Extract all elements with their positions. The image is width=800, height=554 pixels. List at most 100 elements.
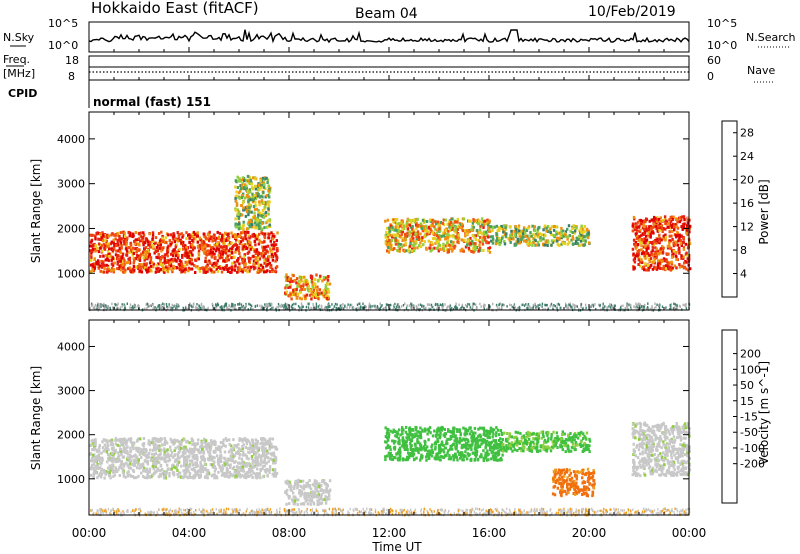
heatmap-cell: [132, 447, 135, 451]
heatmap-cell: [92, 466, 95, 470]
heatmap-cell: [631, 224, 634, 228]
heatmap-cell: [462, 217, 465, 221]
heatmap-cell: [128, 246, 131, 250]
heatmap-cell: [631, 222, 635, 226]
heatmap-cell: [113, 244, 116, 248]
ground-scatter-cell: [554, 304, 556, 308]
heatmap-cell: [514, 225, 517, 228]
heatmap-cell: [235, 238, 238, 242]
heatmap-cell: [295, 296, 298, 300]
heatmap-cell: [184, 249, 188, 253]
ground-scatter-cell: [247, 308, 249, 311]
heatmap-cell: [96, 476, 99, 480]
heatmap-cell: [483, 219, 487, 223]
heatmap-cell: [110, 240, 113, 244]
ground-scatter-cell: [115, 303, 117, 307]
ground-scatter-cell: [216, 304, 218, 307]
ground-scatter-cell: [398, 305, 400, 309]
heatmap-cell: [215, 261, 219, 265]
heatmap-cell: [126, 452, 130, 456]
ground-scatter-cell: [439, 303, 442, 306]
heatmap-cell: [180, 241, 183, 245]
heatmap-cell: [156, 249, 159, 253]
heatmap-cell: [410, 249, 414, 253]
heatmap-cell: [107, 255, 111, 258]
heatmap-cell: [208, 234, 211, 238]
heatmap-cell: [260, 454, 264, 458]
heatmap-cell: [286, 284, 289, 287]
heatmap-cell: [412, 240, 416, 244]
heatmap-cell: [122, 474, 126, 478]
heatmap-cell: [238, 242, 242, 246]
power-colorbar-tick-label: 28: [740, 127, 754, 140]
y-tick-label: 4000: [57, 133, 85, 146]
heatmap-cell: [271, 452, 274, 455]
heatmap-cell: [243, 258, 246, 262]
ground-scatter-cell: [119, 307, 121, 311]
heatmap-cell: [638, 248, 641, 252]
heatmap-cell: [676, 220, 679, 224]
heatmap-cell: [206, 469, 210, 473]
heatmap-cell: [237, 235, 241, 238]
heatmap-cell: [210, 248, 213, 251]
ground-scatter-cell: [232, 304, 234, 307]
heatmap-cell: [204, 445, 207, 448]
heatmap-cell: [263, 240, 266, 244]
heatmap-cell: [244, 206, 248, 210]
ground-scatter-cell: [133, 304, 135, 308]
heatmap-cell: [114, 237, 117, 241]
ground-scatter-cell: [651, 307, 653, 310]
heatmap-cell: [222, 241, 225, 245]
heatmap-cell: [247, 230, 250, 234]
heatmap-cell: [419, 222, 423, 226]
heatmap-cell: [210, 253, 213, 257]
heatmap-cell: [231, 268, 234, 271]
heatmap-cell: [238, 462, 241, 466]
ground-scatter-cell: [105, 304, 107, 307]
heatmap-cell: [119, 259, 122, 263]
heatmap-cell: [89, 244, 92, 248]
ground-scatter-cell: [171, 303, 173, 307]
heatmap-cell: [401, 239, 404, 242]
heatmap-cell: [118, 247, 121, 250]
heatmap-cell: [671, 215, 674, 219]
ground-scatter-cell: [312, 302, 314, 306]
heatmap-cell: [98, 449, 101, 453]
heatmap-cell: [654, 266, 657, 270]
heatmap-cell: [216, 259, 219, 263]
heatmap-cell: [116, 262, 119, 266]
heatmap-cell: [634, 232, 637, 236]
heatmap-cell: [313, 293, 316, 297]
heatmap-cell: [256, 467, 259, 471]
heatmap-cell: [247, 234, 250, 238]
ground-scatter-cell: [215, 303, 217, 306]
heatmap-cell: [643, 268, 646, 272]
ground-scatter-cell: [203, 306, 205, 310]
heatmap-cell: [130, 232, 133, 236]
heatmap-cell: [472, 242, 475, 246]
ground-scatter-cell: [483, 307, 485, 310]
heatmap-cell: [665, 259, 669, 263]
ground-scatter-cell: [519, 307, 521, 310]
ground-scatter-cell: [315, 302, 318, 306]
heatmap-cell: [263, 259, 266, 262]
heatmap-cell: [126, 261, 129, 265]
ground-scatter-cell: [228, 304, 230, 307]
heatmap-cell: [135, 265, 138, 269]
heatmap-cell: [116, 234, 120, 237]
heatmap-cell: [259, 224, 262, 228]
heatmap-cell: [636, 234, 639, 238]
ground-scatter-cell: [501, 306, 503, 309]
ground-scatter-cell: [149, 304, 152, 307]
heatmap-cell: [482, 235, 485, 239]
heatmap-cell: [217, 265, 220, 269]
heatmap-cell: [530, 234, 533, 238]
heatmap-cell: [653, 265, 656, 269]
heatmap-cell: [241, 194, 244, 198]
beam-title: Beam 04: [355, 6, 418, 22]
heatmap-cell: [668, 234, 671, 238]
heatmap-cell: [251, 458, 255, 462]
ground-scatter-cell: [629, 306, 632, 309]
ground-scatter-cell: [182, 306, 184, 310]
ground-scatter-cell: [174, 305, 176, 308]
